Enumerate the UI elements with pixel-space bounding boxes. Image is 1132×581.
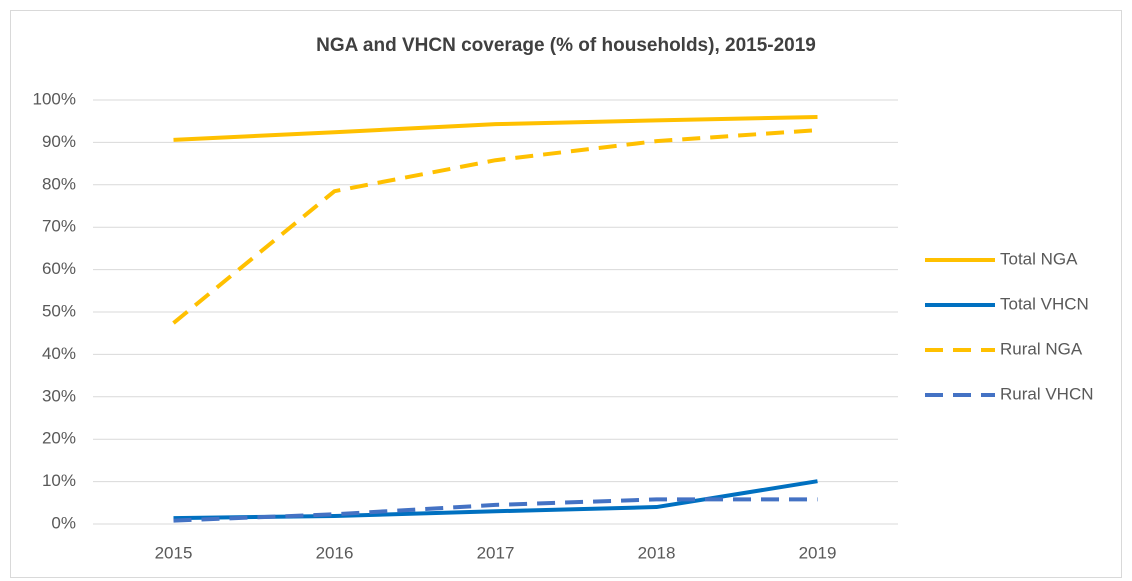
x-tick-label: 2017 [477,543,515,562]
legend-label: Total VHCN [1000,294,1089,313]
y-tick-label: 70% [42,217,76,236]
y-tick-label: 60% [42,259,76,278]
legend-label: Rural VHCN [1000,384,1094,403]
x-tick-label: 2016 [316,543,354,562]
chart-frame [10,10,1122,578]
x-tick-label: 2015 [155,543,193,562]
x-tick-label: 2018 [638,543,676,562]
y-tick-label: 80% [42,174,76,193]
y-tick-label: 40% [42,344,76,363]
series-line [173,114,818,142]
y-tick-label: 100% [33,89,76,108]
y-tick-label: 10% [42,471,76,490]
legend-label: Total NGA [1000,249,1078,268]
chart-title: NGA and VHCN coverage (% of households),… [316,35,816,56]
x-tick-label: 2019 [799,543,837,562]
series-line [172,128,818,325]
y-tick-label: 90% [42,132,76,151]
legend-label: Rural NGA [1000,339,1083,358]
y-tick-label: 50% [42,301,76,320]
y-tick-label: 0% [51,513,76,532]
y-tick-label: 30% [42,386,76,405]
y-tick-label: 20% [42,429,76,448]
series-line [173,497,818,523]
